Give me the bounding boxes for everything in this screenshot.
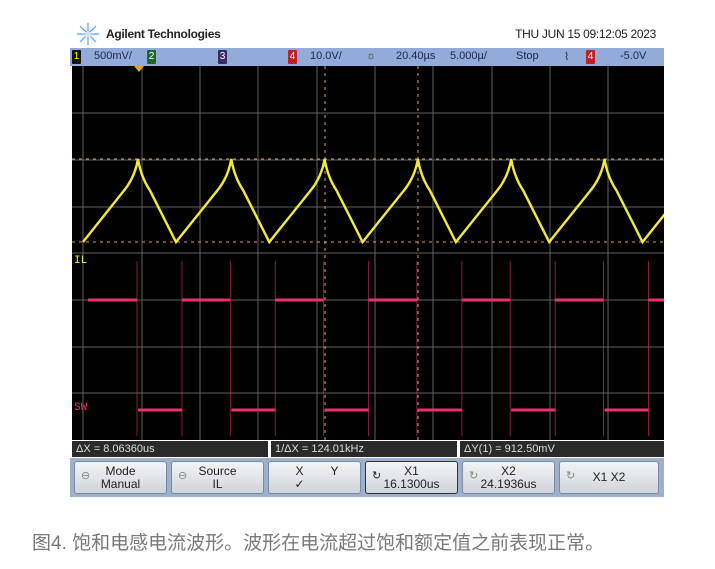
channel-4-badge[interactable]: 4 — [288, 50, 297, 64]
source-softkey[interactable]: ⊖ Source IL — [171, 461, 264, 494]
source-value: IL — [212, 477, 223, 491]
oscilloscope-display: Agilent Technologies THU JUN 15 09:12:05… — [70, 20, 715, 497]
x1-x2-softkey[interactable]: ↻ X1 X2 — [559, 461, 659, 494]
datetime: THU JUN 15 09:12:05 2023 — [515, 27, 656, 41]
x2-title: X2 — [501, 464, 516, 478]
source-title: Source — [198, 464, 237, 478]
trigger-position-marker[interactable] — [134, 66, 144, 72]
waveform-screen: IL SW — [72, 66, 715, 440]
ch4-switch-node-trace — [88, 261, 664, 436]
trigger-level: -5.0V — [620, 50, 647, 62]
ch4-trace-label: SW — [74, 402, 88, 414]
mode-value: Manual — [100, 477, 141, 491]
delta-x-readout: ΔX = 8.06360us — [72, 441, 268, 457]
time-offset: 20.40µs — [396, 50, 436, 62]
channel-1-badge[interactable]: 1 — [72, 50, 81, 64]
rotate-knob-icon: ↻ — [469, 470, 479, 482]
x-label: X — [295, 464, 304, 478]
trigger-slope-icon: ⌇ — [564, 51, 570, 63]
x-selected-check-icon: ✓ — [294, 477, 305, 491]
y-label: Y — [330, 464, 339, 478]
x1-softkey[interactable]: ↻ X1 16.1300us — [365, 461, 458, 494]
mode-title: Mode — [105, 464, 136, 478]
cursors — [72, 66, 664, 440]
run-state: Stop — [516, 50, 539, 62]
mode-softkey[interactable]: ⊖ Mode Manual — [74, 461, 167, 494]
x1-title: X1 — [404, 464, 419, 478]
x2-value: 24.1936us — [480, 477, 537, 491]
brand-name: Agilent Technologies — [106, 27, 221, 41]
ch1-trace-label: IL — [74, 255, 87, 267]
time-scale: 5.000µ/ — [450, 50, 487, 62]
figure-caption: 图4. 饱和电感电流波形。波形在电流超过饱和额定值之前表现正常。 — [32, 533, 605, 554]
knob-icon: ⊖ — [81, 470, 91, 482]
agilent-spark-logo-icon — [77, 23, 99, 45]
delta-y-readout: ΔY(1) = 912.50mV — [460, 441, 664, 457]
ch4-scale: 10.0V/ — [310, 50, 342, 62]
waveform-plot: IL SW — [72, 66, 715, 440]
status-bar: 1 500mV/ 2 3 4 10.0V/ ☼ 20.40µs 5.000µ/ … — [70, 48, 664, 66]
x2-softkey[interactable]: ↻ X2 24.1936us — [462, 461, 555, 494]
x1-value: 16.1300us — [383, 477, 440, 491]
x1x2-label: X1 X2 — [592, 470, 626, 484]
rotate-knob-icon: ↻ — [566, 470, 576, 482]
graticule — [72, 66, 664, 440]
inverse-delta-x-readout: 1/ΔX = 124.01kHz — [271, 441, 457, 457]
softkey-bar: ⊖ Mode Manual ⊖ Source IL X Y ✓ ↻ X1 16.… — [70, 458, 664, 497]
ch1-scale: 500mV/ — [94, 50, 132, 62]
rotate-knob-icon: ↻ — [372, 470, 382, 482]
horizontal-sun-icon: ☼ — [366, 50, 377, 62]
header: Agilent Technologies THU JUN 15 09:12:05… — [70, 20, 664, 48]
channel-3-badge[interactable]: 3 — [218, 50, 227, 64]
ch1-inductor-current-trace — [82, 158, 715, 245]
xy-softkey[interactable]: X Y ✓ — [268, 461, 361, 494]
channel-2-badge[interactable]: 2 — [147, 50, 156, 64]
knob-icon: ⊖ — [178, 470, 188, 482]
trigger-channel-badge: 4 — [586, 50, 595, 64]
